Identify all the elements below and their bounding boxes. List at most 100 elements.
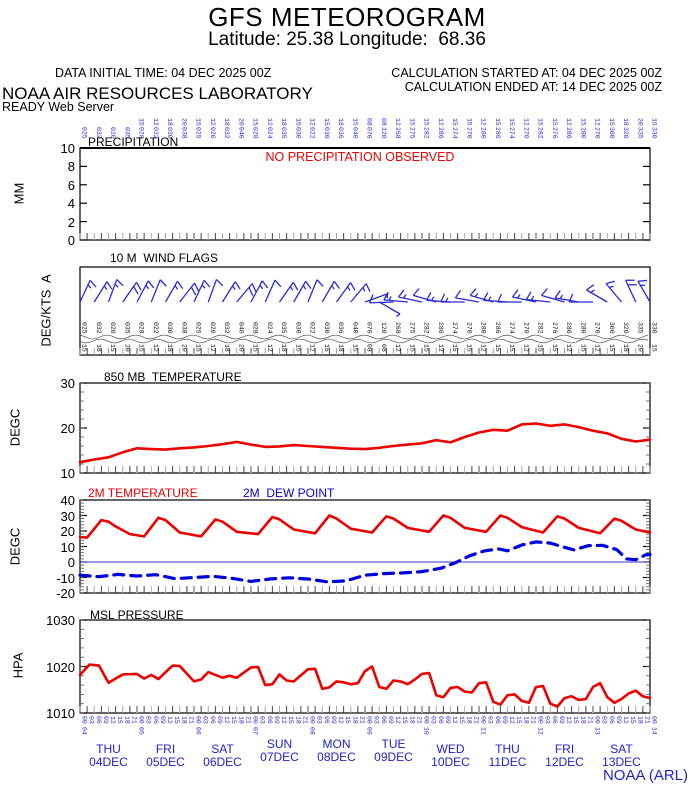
hour-label: 21 [415,716,422,724]
rotated-value: 12 [480,118,487,126]
wind-barb [378,301,401,318]
ylabel-degc-850: DEGC [7,408,23,447]
hour-label: 06 [608,716,615,724]
y-tick-label: 0 [67,233,75,248]
hour-label: 15 [515,716,522,724]
hour-label: 15 [458,716,465,724]
day-number-label: 14 [651,727,658,735]
day-date: 06DEC [203,755,242,769]
hour-label: 21 [130,716,137,724]
rotated-value: 12 [309,118,316,126]
hour-label: 15 [287,716,294,724]
hour-label: 15 [344,716,351,724]
day-date: 05DEC [146,755,185,769]
rotated-value: 18 [337,344,344,352]
rotated-value: 18 [622,118,629,126]
rotated-value: 20 [636,118,643,126]
rotated-value: 18 [280,118,287,126]
rotated-value: 024 [266,127,273,139]
rotated-value: 300 [608,322,615,334]
wind-barb [364,293,389,303]
rotated-value: 282 [423,322,430,334]
day-date: 11DEC [488,755,527,769]
rotated-value: 286 [565,127,572,139]
hour-label: 15 [401,716,408,724]
hour-label: 12 [166,716,173,724]
rotated-value: 282 [537,322,544,334]
y-tick-label: 30 [60,376,75,391]
day-name: THU [495,742,520,756]
wind-barb [412,288,437,303]
hour-label: 15 [173,716,180,724]
hour-label: 18 [351,716,358,724]
wind-barb [321,280,340,303]
rotated-value: 12 [594,118,601,126]
panel-title-precipitation: PRECIPITATION [88,135,179,149]
hour-label: 18 [465,716,472,724]
rotated-value: 12 [152,118,159,126]
rotated-value: 12 [480,344,487,352]
rotated-value: 15 [252,344,259,352]
day-number-label: 11 [480,727,487,735]
hour-label: 18 [123,716,130,724]
rotated-value: 070 [366,127,373,139]
rotated-value: 274 [508,322,515,334]
day-date: 08DEC [317,750,356,764]
rotated-value: 300 [608,127,615,139]
hour-label: 03 [544,716,551,724]
hour-label: 15 [116,716,123,724]
rotated-value: 268 [394,127,401,139]
wind-barb [122,281,142,303]
day-date: 04DEC [89,755,128,769]
hour-label: 18 [522,716,529,724]
hour-label: 00 [138,716,145,724]
rotated-value: 320 [622,127,629,139]
page-title: GFS METEOROGRAM [208,2,486,32]
wind-barb [368,294,394,304]
day-date: 13DEC [602,755,641,769]
y-tick-label: 1020 [46,659,75,675]
no-precip-annotation: NO PRECIPITATION OBSERVED [265,150,455,164]
rotated-value: 18 [337,118,344,126]
hour-label: 18 [294,716,301,724]
rotated-value: 270 [465,322,472,334]
rotated-value: 12 [522,118,529,126]
rotated-value: 18 [223,118,230,126]
rotated-value: 08 [380,118,387,126]
rotated-value: 286 [565,322,572,334]
wind-barb [383,291,408,303]
day-label: SUN 07DEC [249,738,311,764]
hour-label: 09 [558,716,565,724]
rotated-value: 275 [408,127,415,139]
rotated-value: 12 [565,344,572,352]
y-tick-label: 20 [60,524,75,539]
rotated-value: 028 [138,322,145,334]
rotated-value: 286 [437,322,444,334]
rotated-value: 040 [351,127,358,139]
rotated-value: 120 [380,127,387,139]
hour-label: 12 [280,716,287,724]
rotated-value: 20 [180,344,187,352]
rotated-value: 035 [123,127,130,139]
data-initial-time: DATA INITIAL TIME: 04 DEC 2025 00Z [55,66,272,80]
rotated-value: 15 [351,344,358,352]
hour-label: 12 [565,716,572,724]
hour-label: 12 [223,716,230,724]
day-name: TUE [381,737,406,751]
hour-label: 06 [266,716,273,724]
hour-label: 15 [572,716,579,724]
hour-label: 03 [88,716,95,724]
rotated-value: 12 [394,118,401,126]
rotated-value: 020 [209,322,216,334]
rotated-value: 036 [337,322,344,334]
rotated-value: 15 [408,344,415,352]
panel-frames [79,147,651,714]
rotated-value: 12 [309,344,316,352]
rotated-value: 15 [323,344,330,352]
hour-label: 15 [230,716,237,724]
series-msl-pressure [78,663,652,708]
wind-barb [398,289,423,303]
rotated-value: 335 [636,127,643,139]
rotated-value: 038 [180,127,187,139]
hour-label: 06 [437,716,444,724]
